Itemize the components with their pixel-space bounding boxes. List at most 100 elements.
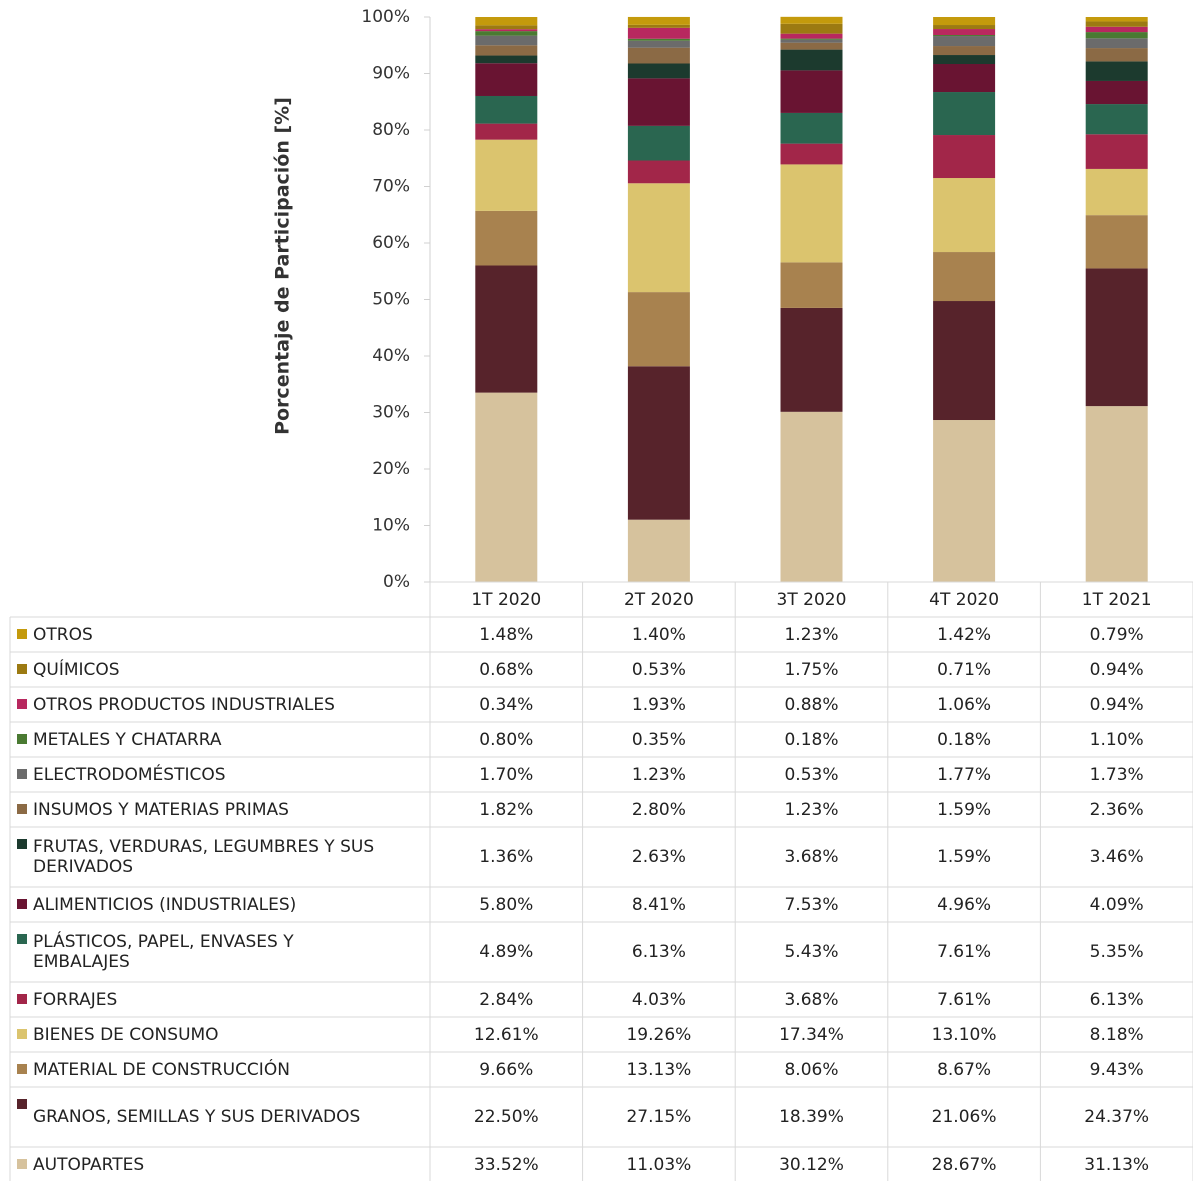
bar-segment	[475, 29, 538, 32]
value-label: 0.53%	[583, 652, 736, 687]
bar-segment	[933, 29, 996, 36]
value-label: 8.18%	[1040, 1017, 1193, 1052]
value-label-text: 3.68%	[784, 847, 839, 867]
bar-segment	[475, 31, 538, 36]
value-label: 0.35%	[583, 722, 736, 757]
series-name-text: FRUTAS, VERDURAS, LEGUMBRES Y SUS DERIVA…	[33, 837, 375, 877]
value-label: 22.50%	[430, 1087, 583, 1147]
bar-segment	[1085, 26, 1148, 33]
value-label-text: 12.61%	[473, 1024, 539, 1045]
value-label-text: 33.52%	[473, 1154, 539, 1175]
bar-segment	[627, 519, 690, 582]
y-axis-title: Porcentaje de Participación [%]	[272, 97, 294, 435]
value-label: 12.61%	[430, 1017, 583, 1052]
bar-segment	[1085, 406, 1148, 582]
value-label: 1.75%	[735, 652, 888, 687]
legend-swatch	[17, 629, 27, 639]
legend-swatch	[17, 899, 27, 909]
bar-segment	[627, 47, 690, 64]
bar-segment	[933, 55, 996, 65]
value-label: 2.36%	[1040, 792, 1193, 827]
value-label-text: 1.77%	[937, 764, 992, 785]
value-label: 0.71%	[888, 652, 1041, 687]
value-label-text: 1.59%	[937, 799, 992, 820]
y-tick-label: 100%	[361, 7, 410, 27]
value-label-text: 0.94%	[1089, 694, 1144, 715]
value-label-text: 1.70%	[479, 764, 534, 785]
bar-segment	[475, 392, 538, 582]
legend-swatch	[17, 1099, 27, 1109]
value-label-text: 8.67%	[937, 1059, 992, 1080]
value-label-text: 0.94%	[1089, 659, 1144, 680]
legend-swatch	[17, 1064, 27, 1074]
bar-segment	[1085, 215, 1148, 269]
y-tick-label: 50%	[372, 290, 410, 310]
series-name-text: OTROS	[33, 624, 93, 645]
value-label: 4.03%	[583, 982, 736, 1017]
value-label-text: 18.39%	[779, 1107, 844, 1127]
column-header: 1T 2021	[1040, 582, 1193, 617]
value-label-text: 8.18%	[1089, 1024, 1144, 1045]
bar-segment	[475, 17, 538, 26]
value-label-text: 24.37%	[1084, 1107, 1150, 1127]
value-label: 9.43%	[1040, 1052, 1193, 1087]
value-label-text: 4.89%	[479, 942, 534, 962]
series-name-text: MATERIAL DE CONSTRUCCIÓN	[33, 1059, 290, 1080]
column-header: 3T 2020	[735, 582, 888, 617]
value-label: 2.84%	[430, 982, 583, 1017]
y-tick-label: 40%	[372, 346, 410, 366]
column-header: 1T 2020	[430, 582, 583, 617]
value-label: 2.80%	[583, 792, 736, 827]
value-label-text: 7.53%	[784, 894, 839, 915]
value-label-text: 13.13%	[626, 1059, 692, 1080]
y-tick-label: 70%	[372, 177, 410, 197]
value-label-text: 4.96%	[937, 894, 992, 915]
bar-segment	[933, 252, 996, 302]
legend-swatch	[17, 1029, 27, 1039]
value-label: 1.36%	[430, 827, 583, 887]
value-label: 30.12%	[735, 1147, 888, 1181]
series-name: OTROS PRODUCTOS INDUSTRIALES	[33, 687, 425, 722]
bar-segment	[1085, 104, 1148, 135]
value-label: 1.48%	[430, 617, 583, 652]
value-label: 0.94%	[1040, 652, 1193, 687]
column-header: 4T 2020	[888, 582, 1041, 617]
value-label: 1.77%	[888, 757, 1041, 792]
series-name: ELECTRODOMÉSTICOS	[33, 757, 425, 792]
value-label-text: 1.73%	[1089, 764, 1144, 785]
value-label: 0.94%	[1040, 687, 1193, 722]
value-label-text: 2.84%	[479, 989, 534, 1010]
y-tick-label: 80%	[372, 120, 410, 140]
bar-segment	[780, 262, 843, 308]
bar-segment	[933, 25, 996, 30]
value-label-text: 1.23%	[784, 624, 839, 645]
value-label-text: 0.68%	[479, 659, 534, 680]
bar-segment	[933, 135, 996, 179]
y-tick-label: 90%	[372, 64, 410, 84]
bar-segment	[627, 24, 690, 28]
value-label-text: 6.13%	[1089, 989, 1144, 1010]
y-tick-label: 30%	[372, 403, 410, 423]
bar-segment	[627, 292, 690, 367]
series-name-text: BIENES DE CONSUMO	[33, 1024, 219, 1045]
value-label: 33.52%	[430, 1147, 583, 1181]
value-label: 5.35%	[1040, 922, 1193, 982]
value-label-text: 0.53%	[631, 659, 686, 680]
column-header-text: 3T 2020	[776, 589, 847, 610]
value-label: 24.37%	[1040, 1087, 1193, 1147]
value-label: 28.67%	[888, 1147, 1041, 1181]
bar-segment	[627, 183, 690, 293]
bar-segment	[780, 33, 843, 39]
value-label-text: 9.66%	[479, 1059, 534, 1080]
legend-swatch	[17, 934, 27, 944]
bar-segment	[780, 49, 843, 71]
series-name: INSUMOS Y MATERIAS PRIMAS	[33, 792, 425, 827]
bar-segment	[1085, 268, 1148, 407]
series-name: OTROS	[33, 617, 425, 652]
legend-swatch	[17, 769, 27, 779]
bar-segment	[475, 139, 538, 211]
bar-segment	[780, 164, 843, 263]
bar-segment	[627, 38, 690, 41]
value-label-text: 6.13%	[631, 942, 686, 962]
